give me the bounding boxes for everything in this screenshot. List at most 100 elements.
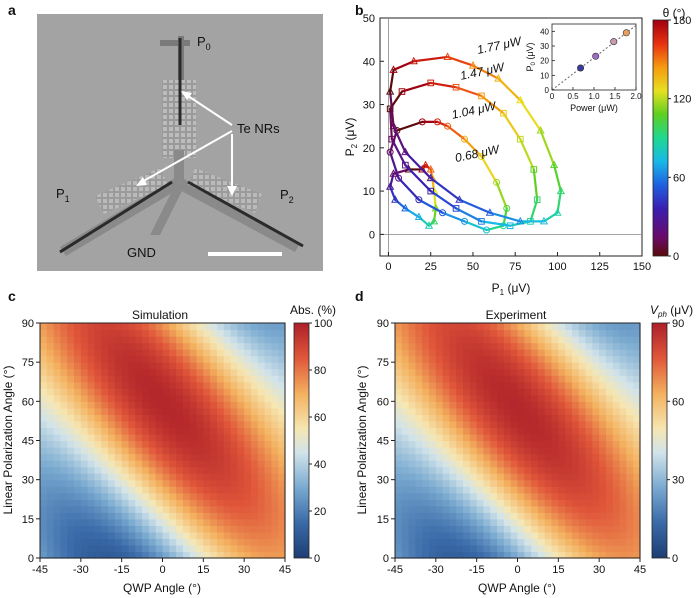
heatmap-cell xyxy=(571,394,580,402)
heatmap-cell xyxy=(401,342,410,350)
heatmap-cell xyxy=(244,440,252,448)
heatmap-cell xyxy=(176,433,184,442)
heatmap-cell xyxy=(223,375,232,383)
heatmap-cell xyxy=(80,323,89,331)
heatmap-cell xyxy=(442,440,451,448)
heatmap-cell xyxy=(469,342,478,350)
heatmap-cell xyxy=(415,447,423,455)
heatmap-cell xyxy=(148,492,157,500)
heatmap-cell xyxy=(565,323,573,331)
heatmap-cell xyxy=(128,362,136,370)
heatmap-cell xyxy=(271,349,279,357)
heatmap-cell xyxy=(278,414,286,422)
b-data-point xyxy=(549,160,559,169)
heatmap-cell xyxy=(435,362,444,370)
heatmap-cell xyxy=(135,323,143,331)
heatmap-cell xyxy=(599,499,607,507)
heatmap-cell xyxy=(435,375,444,383)
panel-d: d Experiment -45 -30 -15 0 15 30 4501530456075… xyxy=(355,288,693,595)
heatmap-cell xyxy=(449,466,457,474)
heatmap-cell xyxy=(476,381,485,389)
heatmap-cell xyxy=(558,336,566,344)
heatmap-cell xyxy=(264,505,272,513)
heatmap-cell xyxy=(571,355,580,363)
heatmap-cell xyxy=(223,394,232,402)
heatmap-cell xyxy=(449,401,457,409)
heatmap-cell xyxy=(605,460,614,468)
heatmap-cell xyxy=(67,420,75,429)
heatmap-cell xyxy=(524,473,532,481)
heatmap-cell xyxy=(271,466,279,474)
heatmap-cell xyxy=(278,447,286,455)
heatmap-cell xyxy=(60,342,68,350)
heatmap-cell xyxy=(571,414,580,422)
heatmap-cell xyxy=(524,531,532,540)
b-data-point xyxy=(389,65,398,73)
heatmap-cell xyxy=(524,499,532,507)
heatmap-cell xyxy=(483,453,491,461)
heatmap-cell xyxy=(612,388,621,396)
heatmap-cell xyxy=(53,329,62,337)
heatmap-cell xyxy=(585,401,593,409)
heatmap-cell xyxy=(422,544,430,553)
heatmap-cell xyxy=(524,538,532,546)
heatmap-cell xyxy=(121,505,130,513)
heatmap-cell xyxy=(210,479,218,487)
heatmap-cell xyxy=(544,323,553,331)
heatmap-cell xyxy=(278,440,286,448)
heatmap-cell xyxy=(558,427,566,435)
heatmap-cell xyxy=(94,453,102,461)
heatmap-cell xyxy=(585,544,593,553)
heatmap-cell xyxy=(203,538,211,546)
heatmap-cell xyxy=(210,342,218,350)
heatmap-cell xyxy=(244,453,252,461)
heatmap-cell xyxy=(196,479,204,487)
heatmap-cell xyxy=(80,388,89,396)
heatmap-cell xyxy=(551,375,559,383)
heatmap-cell xyxy=(442,505,451,513)
heatmap-cell xyxy=(415,531,423,540)
heatmap-cell xyxy=(128,342,136,350)
heatmap-cell xyxy=(230,355,238,363)
heatmap-cell xyxy=(531,381,539,389)
heatmap-cell xyxy=(271,414,279,422)
heatmap-cell xyxy=(626,433,634,442)
heatmap-cell xyxy=(142,375,150,383)
heatmap-cell xyxy=(162,551,170,559)
heatmap-cell xyxy=(74,433,82,442)
heatmap-cell xyxy=(114,447,123,455)
heatmap-cell xyxy=(565,342,573,350)
heatmap-cell xyxy=(415,453,423,461)
heatmap-cell xyxy=(271,388,279,396)
heatmap-cell xyxy=(216,329,225,337)
heatmap-cell xyxy=(250,531,259,540)
heatmap-cell xyxy=(510,479,519,487)
heatmap-cell xyxy=(537,460,546,468)
heatmap-cell xyxy=(578,388,587,396)
heatmap-cell xyxy=(271,433,279,442)
heatmap-cell xyxy=(558,447,566,455)
heatmap-cell xyxy=(633,479,641,487)
heatmap-cell xyxy=(237,401,245,409)
heatmap-cell xyxy=(476,329,485,337)
heatmap-cell xyxy=(148,336,157,344)
heatmap-cell xyxy=(633,323,641,331)
b-fit-segment xyxy=(480,155,498,184)
heatmap-cell xyxy=(469,323,478,331)
heatmap-cell xyxy=(46,323,55,331)
heatmap-cell xyxy=(612,518,621,526)
heatmap-cell xyxy=(162,440,170,448)
heatmap-cell xyxy=(67,512,75,520)
heatmap-cell xyxy=(456,551,464,559)
heatmap-cell xyxy=(60,349,68,357)
heatmap-cell xyxy=(74,349,82,357)
heatmap-cell xyxy=(537,453,546,461)
d-heatmap-cells xyxy=(395,323,641,559)
heatmap-cell xyxy=(128,499,136,507)
heatmap-cell xyxy=(135,538,143,546)
heatmap-cell xyxy=(74,407,82,415)
heatmap-cell xyxy=(565,388,573,396)
b-data-point xyxy=(395,174,403,182)
heatmap-cell xyxy=(483,486,491,494)
